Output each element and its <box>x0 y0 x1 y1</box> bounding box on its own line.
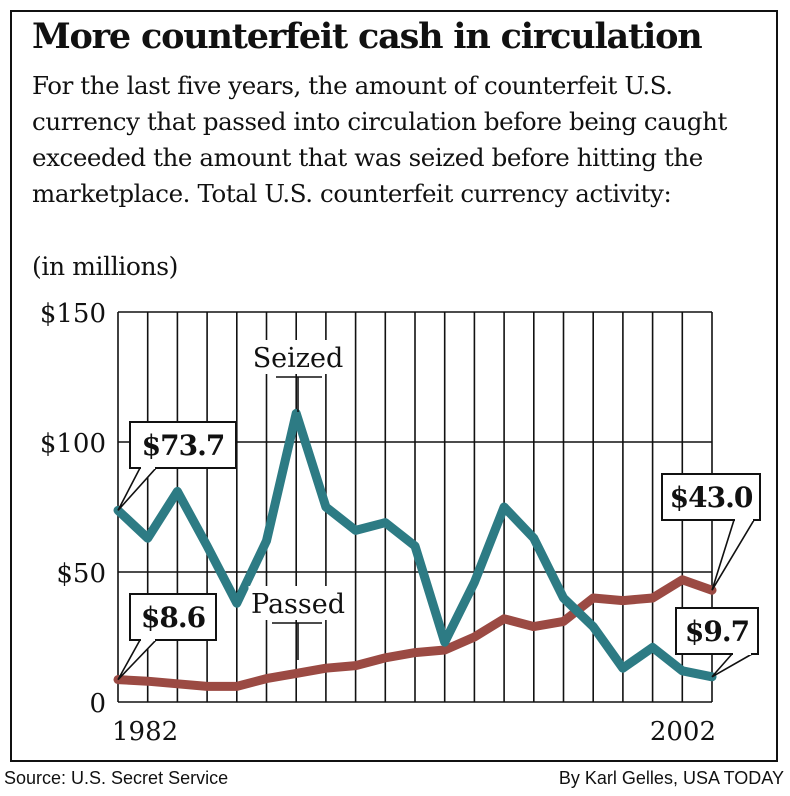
credit-note: By Karl Gelles, USA TODAY <box>558 768 784 788</box>
y-tick-label: $50 <box>56 559 106 589</box>
series-label-bg <box>248 586 348 620</box>
series-line-seized <box>113 408 717 682</box>
callout-leader <box>711 653 756 678</box>
series-line-passed <box>113 575 717 691</box>
callout-value-label: $43.0 <box>670 481 753 514</box>
chart-title: More counterfeit cash in circulation <box>32 16 703 57</box>
callout-box <box>661 473 761 521</box>
callout-box <box>675 607 759 655</box>
series-label-passed: Passed <box>251 589 345 620</box>
x-axis-ticks: 1982 2002 <box>112 717 716 747</box>
callout-leader <box>711 519 756 591</box>
callout-box-gap <box>733 651 751 655</box>
callout-box-gap <box>141 465 155 469</box>
callout-value-label: $9.7 <box>685 615 749 648</box>
chart-frame <box>10 10 778 762</box>
source-note: Source: U.S. Secret Service <box>4 768 229 788</box>
chart-subtitle: For the last five years, the amount of c… <box>32 71 727 208</box>
callout-box <box>129 593 217 641</box>
callout-leader <box>117 639 158 681</box>
callout-value-label: $8.6 <box>141 601 205 634</box>
y-tick-label: $100 <box>40 429 106 459</box>
callout-box-gap <box>735 517 753 521</box>
x-tick-label: 2002 <box>650 717 716 747</box>
series-lines <box>113 408 717 691</box>
y-axis-ticks: $150 $100 $50 0 <box>40 299 106 719</box>
y-tick-label: 0 <box>89 689 106 719</box>
callout-value-label: $73.7 <box>142 429 225 462</box>
callout-labels: Seized Passed $73.7 $8.6 $43.0 $9.7 <box>129 340 761 655</box>
grid <box>117 311 713 703</box>
callout-box-gap <box>141 637 155 641</box>
series-label-bg <box>248 340 348 374</box>
callout-leader <box>117 467 158 511</box>
callout-leaders <box>117 376 756 681</box>
x-tick-label: 1982 <box>112 717 178 747</box>
series-label-seized: Seized <box>253 343 344 374</box>
units-note: (in millions) <box>32 252 179 281</box>
y-tick-label: $150 <box>40 299 106 329</box>
callout-box <box>129 421 237 469</box>
